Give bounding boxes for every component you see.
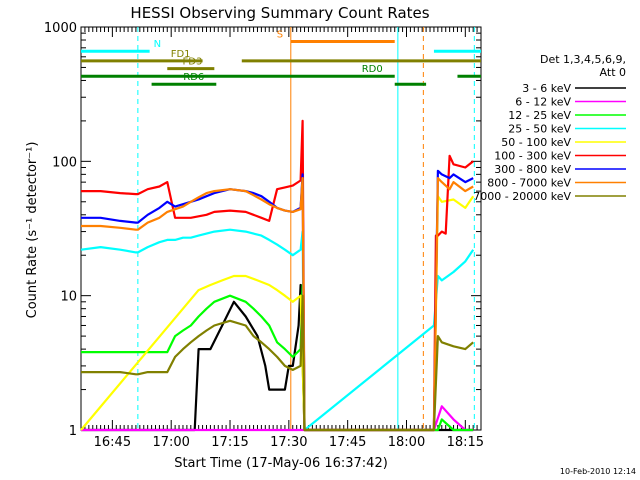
legend-label-7: 800 - 7000 keV <box>487 177 571 190</box>
flag-label-fd3: FD3 <box>183 57 203 68</box>
flag-label-fd1: FD1 <box>171 49 191 60</box>
x-tick-label: 18:00 <box>388 435 425 450</box>
legend-title-line-1: Det 1,3,4,5,6,9, <box>540 53 626 66</box>
legend-label-6: 300 - 800 keV <box>494 163 571 176</box>
x-tick-label: 17:30 <box>270 435 307 450</box>
series-line-3 <box>80 228 475 432</box>
chart-title: HESSI Observing Summary Count Rates <box>130 4 429 22</box>
x-axis-label: Start Time (17-May-06 16:37:42) <box>174 456 388 471</box>
y-axis-label: Count Rate (s⁻¹ detector⁻¹) <box>25 142 40 319</box>
footer-date: 10-Feb-2010 12:14 <box>560 467 636 476</box>
x-tick-label: 17:15 <box>211 435 248 450</box>
plot-area: 1 10 100 1000 16:45 17:00 17:15 17:30 17:45 18:00… <box>44 21 484 450</box>
x-tick-label: 18:15 <box>447 435 484 450</box>
series-line-5 <box>81 119 474 432</box>
legend-label-4: 50 - 100 keV <box>501 136 571 149</box>
y-tick-label: 1 <box>69 424 77 439</box>
legend-label-5: 100 - 300 keV <box>494 150 571 163</box>
legend-label-1: 6 - 12 keV <box>515 96 571 109</box>
flag-label-rd6: RD6 <box>183 72 204 83</box>
series-line-6 <box>81 169 474 432</box>
series-line-7 <box>81 177 474 432</box>
flag-label-rd0: RD0 <box>362 64 383 75</box>
y-tick-label: 10 <box>60 290 77 305</box>
x-tick-label: 17:00 <box>152 435 189 450</box>
series-line-8 <box>81 294 474 432</box>
y-tick-label: 1000 <box>44 21 77 36</box>
legend-label-8: 7000 - 20000 keV <box>473 190 571 203</box>
legend-label-0: 3 - 6 keV <box>522 82 571 95</box>
y-tick-label: 100 <box>52 155 77 170</box>
series-line-4 <box>80 195 475 432</box>
x-tick-label: 16:45 <box>94 435 131 450</box>
legend-label-3: 25 - 50 keV <box>508 123 571 136</box>
series-line-1 <box>81 405 474 432</box>
flag-label-n: N <box>154 39 161 50</box>
x-tick-label: 17:45 <box>329 435 366 450</box>
legend-label-2: 12 - 25 keV <box>508 109 571 122</box>
flag-label-s: S <box>277 29 283 40</box>
legend-title-line-2: Att 0 <box>600 66 626 79</box>
